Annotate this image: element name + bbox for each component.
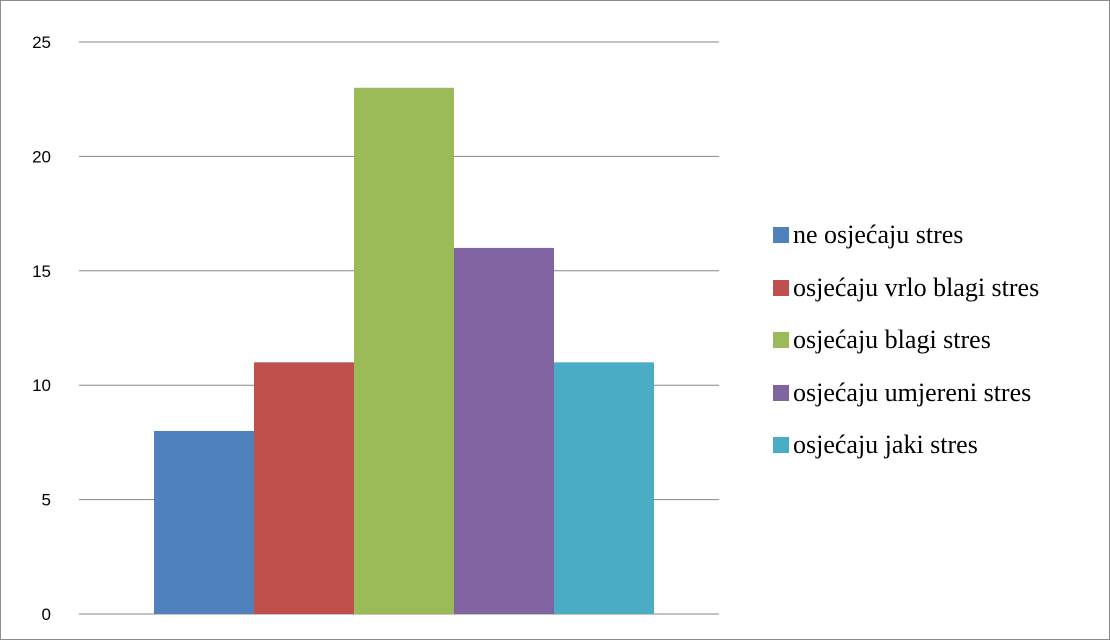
legend-swatch (773, 227, 789, 244)
bar-1 (154, 430, 254, 614)
legend-swatch (773, 332, 789, 349)
y-tick-label: 15 (32, 262, 51, 281)
legend: ne osjećaju stres osjećaju vrlo blagi str… (773, 209, 1039, 472)
y-tick-label: 20 (32, 147, 51, 166)
legend-swatch (773, 279, 789, 296)
y-tick-label: 5 (42, 491, 51, 510)
legend-label: osjećaju umjereni stres (793, 377, 1032, 407)
legend-label: osjećaju vrlo blagi stres (793, 272, 1040, 302)
legend-item: osjećaju jaki stres (773, 419, 1039, 472)
legend-swatch (773, 384, 789, 401)
legend-item: ne osjećaju stres (773, 209, 1039, 262)
bar-3 (354, 87, 454, 614)
y-tick-label: 0 (42, 605, 51, 624)
bar-4 (454, 247, 554, 615)
legend-item: osjećaju blagi stres (773, 314, 1039, 367)
legend-label: ne osjećaju stres (793, 220, 964, 250)
legend-label: osjećaju blagi stres (793, 325, 991, 355)
y-tick-label: 25 (32, 33, 51, 52)
legend-swatch (773, 437, 789, 454)
bar-2 (254, 362, 354, 614)
bar-5 (554, 362, 654, 614)
legend-item: osjećaju vrlo blagi stres (773, 262, 1039, 315)
y-tick-label: 10 (32, 376, 51, 395)
legend-label: osjećaju jaki stres (793, 430, 978, 460)
legend-item: osjećaju umjereni stres (773, 367, 1039, 420)
